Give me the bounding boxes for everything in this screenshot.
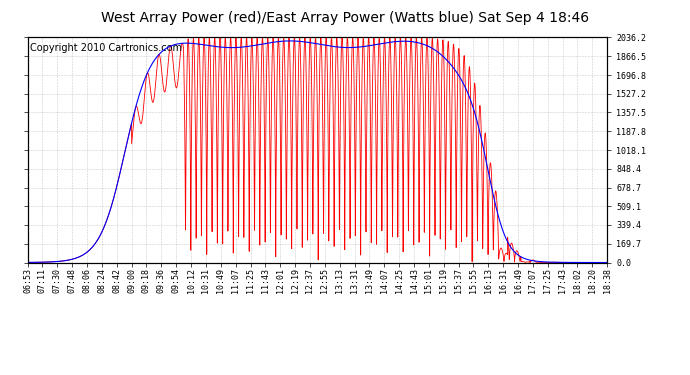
Text: Copyright 2010 Cartronics.com: Copyright 2010 Cartronics.com xyxy=(30,43,182,53)
Text: West Array Power (red)/East Array Power (Watts blue) Sat Sep 4 18:46: West Array Power (red)/East Array Power … xyxy=(101,11,589,25)
